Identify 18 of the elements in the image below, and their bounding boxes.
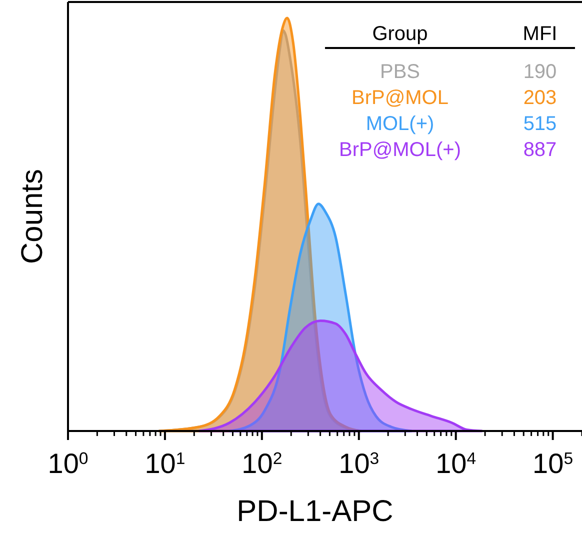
x-tick-label: 10$^{4}$ <box>436 448 476 479</box>
text: MOL(+) <box>366 113 434 135</box>
annotation: 203 <box>523 87 557 109</box>
x-axis-title: PD-L1-APC <box>236 495 394 528</box>
annotation: MFI <box>522 23 558 45</box>
annotation: 190 <box>523 61 557 83</box>
text: PBS <box>380 61 420 83</box>
text: BrP@MOL(+) <box>339 139 461 161</box>
x-tick-label: 10$^{2}$ <box>242 448 282 479</box>
x-tick-label: 10$^{1}$ <box>144 448 186 479</box>
x-tick-label: 10$^{0}$ <box>48 448 88 479</box>
x-tick-label: 10$^{3}$ <box>338 448 380 479</box>
x-tick-label: 10$^{5}$ <box>532 448 574 479</box>
annotation: 887 <box>523 139 557 161</box>
text: BrP@MOL <box>352 87 448 109</box>
annotation: 515 <box>523 113 557 135</box>
legend-title: Group <box>372 23 428 45</box>
y-axis-title: Counts <box>16 168 49 264</box>
